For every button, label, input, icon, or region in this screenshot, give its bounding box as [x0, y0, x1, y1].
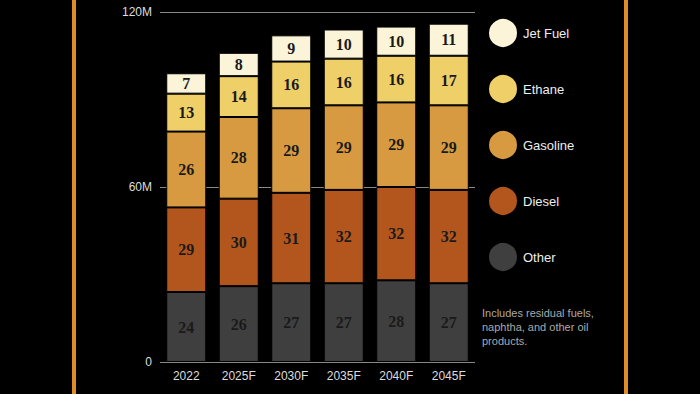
svg-text:32: 32	[388, 225, 404, 242]
svg-text:2045F: 2045F	[432, 369, 466, 383]
svg-text:10: 10	[388, 33, 404, 50]
svg-text:Jet Fuel: Jet Fuel	[523, 26, 569, 41]
svg-text:14: 14	[231, 88, 247, 105]
svg-text:16: 16	[283, 76, 299, 93]
svg-text:9: 9	[287, 40, 295, 57]
svg-text:8: 8	[235, 56, 243, 73]
svg-text:29: 29	[388, 136, 404, 153]
svg-text:28: 28	[388, 313, 404, 330]
svg-text:Includes residual fuels,: Includes residual fuels,	[482, 307, 597, 319]
svg-text:Diesel: Diesel	[523, 194, 559, 209]
svg-text:27: 27	[283, 314, 299, 331]
svg-text:2030F: 2030F	[274, 369, 308, 383]
svg-text:120M: 120M	[122, 5, 152, 19]
svg-text:27: 27	[336, 314, 352, 331]
svg-text:Ethane: Ethane	[523, 82, 564, 97]
svg-text:10: 10	[336, 36, 352, 53]
svg-text:16: 16	[336, 74, 352, 91]
svg-text:24: 24	[178, 319, 194, 336]
svg-text:0: 0	[145, 355, 152, 369]
svg-text:products.: products.	[482, 335, 527, 347]
svg-text:2035F: 2035F	[327, 369, 361, 383]
svg-text:2040F: 2040F	[379, 369, 413, 383]
svg-text:32: 32	[441, 228, 457, 245]
svg-text:60M: 60M	[129, 180, 152, 194]
svg-text:30: 30	[231, 234, 247, 251]
svg-text:27: 27	[441, 314, 457, 331]
svg-text:2025F: 2025F	[222, 369, 256, 383]
svg-text:2022: 2022	[173, 369, 200, 383]
svg-text:16: 16	[388, 71, 404, 88]
svg-text:7: 7	[182, 75, 190, 92]
svg-text:11: 11	[441, 31, 456, 48]
svg-text:naphtha, and other oil: naphtha, and other oil	[482, 321, 591, 333]
svg-text:29: 29	[283, 142, 299, 159]
svg-text:26: 26	[178, 161, 194, 178]
svg-text:Other: Other	[523, 250, 556, 265]
svg-text:32: 32	[336, 228, 352, 245]
svg-text:28: 28	[231, 149, 247, 166]
svg-text:17: 17	[441, 72, 457, 89]
svg-text:31: 31	[283, 230, 299, 247]
svg-text:Gasoline: Gasoline	[523, 138, 574, 153]
svg-text:29: 29	[178, 241, 194, 258]
svg-text:29: 29	[441, 139, 457, 156]
svg-text:29: 29	[336, 139, 352, 156]
svg-text:13: 13	[178, 104, 194, 121]
svg-text:26: 26	[231, 316, 247, 333]
